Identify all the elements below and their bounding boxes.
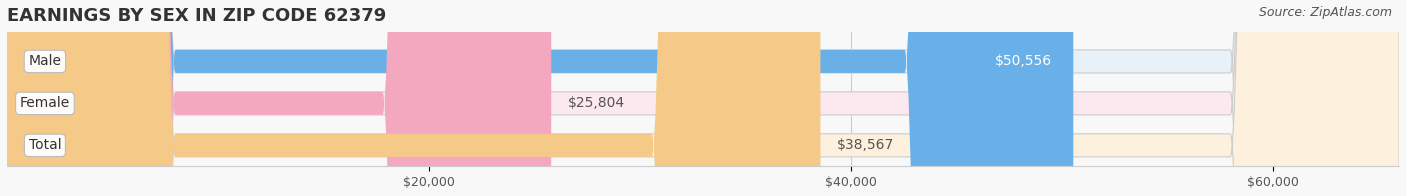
- FancyBboxPatch shape: [7, 0, 1073, 196]
- FancyBboxPatch shape: [7, 0, 551, 196]
- FancyBboxPatch shape: [7, 0, 1399, 196]
- Text: $50,556: $50,556: [995, 54, 1052, 68]
- Text: Male: Male: [28, 54, 62, 68]
- Text: Source: ZipAtlas.com: Source: ZipAtlas.com: [1258, 6, 1392, 19]
- Text: $38,567: $38,567: [838, 138, 894, 152]
- FancyBboxPatch shape: [7, 0, 1399, 196]
- Text: $25,804: $25,804: [568, 96, 626, 110]
- FancyBboxPatch shape: [7, 0, 1399, 196]
- Text: Total: Total: [28, 138, 62, 152]
- Text: EARNINGS BY SEX IN ZIP CODE 62379: EARNINGS BY SEX IN ZIP CODE 62379: [7, 7, 387, 25]
- Text: Female: Female: [20, 96, 70, 110]
- FancyBboxPatch shape: [7, 0, 821, 196]
